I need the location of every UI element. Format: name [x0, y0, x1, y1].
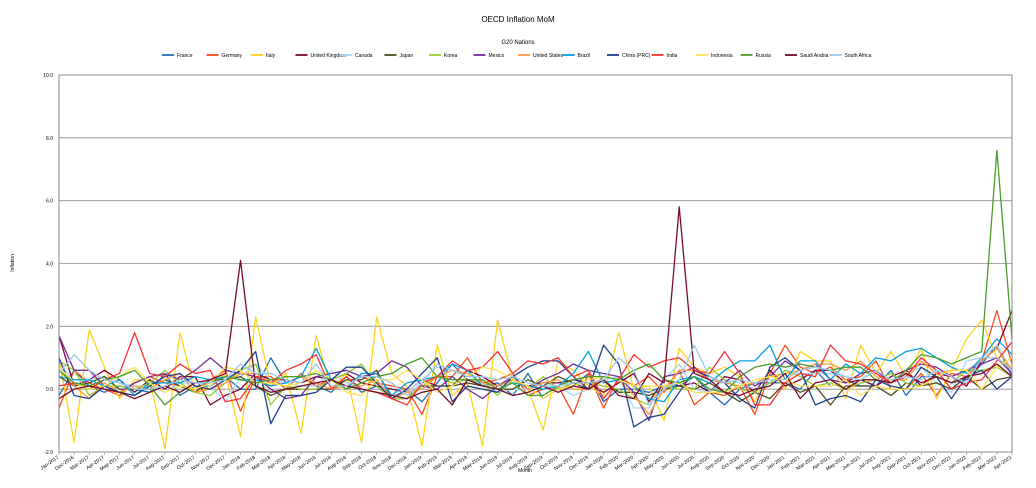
legend-item: United States [518, 53, 564, 59]
legend-item: Saudi Arabia [785, 53, 829, 59]
y-tick-label: 2.0 [46, 324, 53, 330]
legend-label: Indonesia [711, 53, 733, 59]
x-axis-label: Month [518, 468, 532, 474]
legend-item: Brazil [562, 53, 591, 59]
series-line-korea [58, 360, 1013, 406]
legend-label: Japan [400, 53, 414, 59]
chart-title: OECD Inflation MoM [481, 15, 555, 24]
legend-item: United Kingdom [295, 53, 347, 59]
legend-label: India [667, 53, 678, 59]
y-tick-label: 0.0 [46, 387, 53, 393]
y-tick-label: 4.0 [46, 262, 53, 268]
legend-label: Mexico [489, 53, 505, 59]
chart-subtitle: G20 Nations [501, 40, 534, 46]
legend-label: China (PRC) [622, 53, 651, 59]
y-tick-label: 6.0 [46, 199, 53, 205]
legend-label: Korea [444, 53, 458, 59]
legend-item: Russia [740, 53, 772, 59]
legend-item: Korea [429, 53, 458, 59]
legend-item: France [162, 53, 193, 59]
legend-item: India [651, 53, 678, 59]
legend-item: Canada [340, 53, 373, 59]
plot-area [58, 74, 1013, 453]
legend-item: Indonesia [696, 53, 733, 59]
series-line-china-prc [58, 344, 1013, 428]
series-line-south-africa [58, 344, 1013, 406]
legend-item: Italy [251, 53, 276, 59]
series-line-russia [58, 149, 1013, 406]
y-tick-label: 10.0 [43, 73, 53, 79]
legend-label: Russia [756, 53, 772, 59]
legend-label: Germany [222, 53, 243, 59]
y-axis-ticks: -2.0 0.0 2.0 4.0 6.0 8.0 10.0 [43, 73, 53, 456]
legend-item: Japan [384, 53, 414, 59]
series-line-canada [58, 344, 1013, 409]
legend-label: United Kingdom [311, 53, 347, 59]
legend-label: Brazil [578, 53, 591, 59]
legend-item: South Africa [829, 53, 872, 59]
legend-item: Germany [206, 53, 243, 59]
legend-item: China (PRC) [607, 53, 651, 59]
series-line-india [58, 331, 1013, 406]
legend-label: United States [533, 53, 564, 59]
legend-label: South Africa [845, 53, 872, 59]
series-line-saudi-arabia [58, 206, 1013, 406]
series-line-brazil [58, 338, 1013, 403]
legend-label: France [177, 53, 193, 59]
y-axis-label: Inflation [10, 254, 16, 272]
legend-label: Saudi Arabia [800, 53, 829, 59]
y-tick-label: 8.0 [46, 136, 53, 142]
y-tick-label: -2.0 [44, 450, 53, 456]
series-lines [58, 149, 1013, 450]
legend-item: Mexico [473, 53, 505, 59]
legend-label: Canada [355, 53, 373, 59]
legend-label: Italy [266, 53, 276, 59]
series-line-indonesia [58, 357, 1013, 400]
legend: France Germany Italy United Kingdom Canada Ja… [162, 53, 872, 59]
